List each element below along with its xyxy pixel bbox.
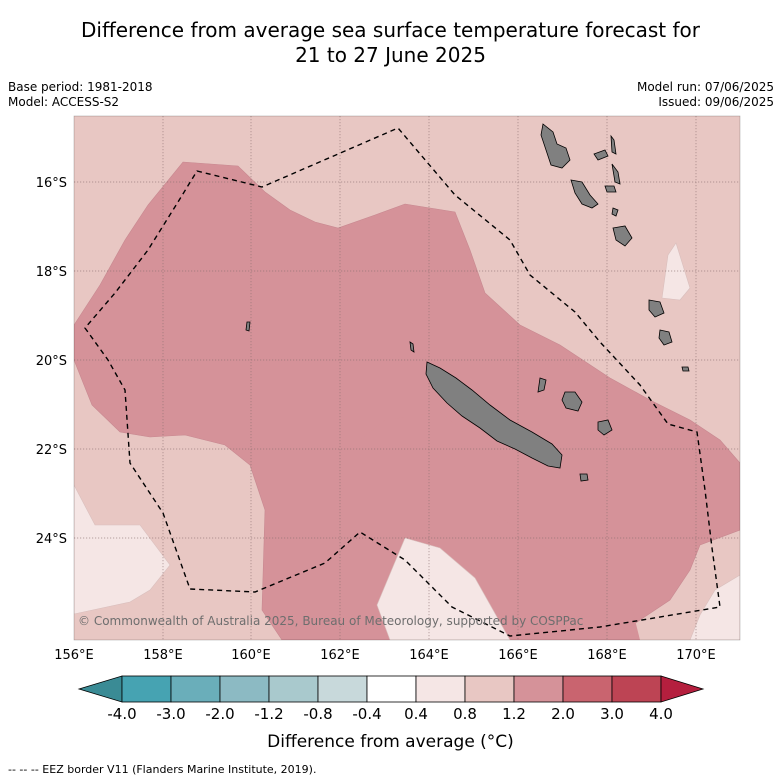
anomaly-region-0-4-0-8-east [661, 242, 691, 301]
colorbar-label: -1.2 [254, 705, 284, 723]
lon-label-156: 156°E [54, 648, 94, 663]
colorbar-title: Difference from average (°C) [267, 732, 514, 752]
meta-left: Base period: 1981-2018 Model: ACCESS-S2 [8, 80, 153, 110]
anomaly-region-1-2-2-0 [74, 161, 740, 640]
colorbar-label: 3.0 [600, 705, 624, 723]
base-period: Base period: 1981-2018 [8, 80, 153, 94]
map-frame [73, 115, 741, 641]
colorbar-label: 0.8 [453, 705, 477, 723]
issued-date: Issued: 09/06/2025 [658, 95, 774, 109]
espiritu-santo-island [540, 123, 571, 169]
ambrym-island [604, 185, 617, 193]
colorbar-label: -3.0 [156, 705, 186, 723]
lon-label-168: 168°E [587, 648, 627, 663]
sst-field [74, 116, 740, 640]
lon-label-162: 162°E [320, 648, 360, 663]
eez-border [84, 127, 721, 637]
colorbar-label: -0.8 [303, 705, 333, 723]
model-run: Model run: 07/06/2025 [636, 80, 774, 94]
lon-label-158: 158°E [143, 648, 183, 663]
maewo-island [610, 134, 617, 155]
gridlines [74, 116, 740, 640]
title-line-2: 21 to 27 June 2025 [295, 43, 486, 67]
colorbar-segment--0-4-0-4 [366, 675, 417, 703]
isle-of-pines-island [579, 473, 589, 482]
new-caledonia-island [425, 361, 563, 469]
lifou-island [561, 391, 583, 412]
pentecost-island [611, 163, 621, 185]
meta-right: Model run: 07/06/2025 Issued: 09/06/2025 [637, 80, 774, 110]
colorbar [77, 675, 705, 703]
tanna-island [658, 329, 673, 346]
colorbar-segment-2-0-3-0 [562, 675, 613, 703]
lon-label-170: 170°E [676, 648, 716, 663]
chesterfield-island [245, 321, 251, 332]
colorbar-segment-above-4-0 [660, 675, 705, 703]
lat-label-24: 24°S [36, 532, 67, 547]
mare-island [597, 419, 613, 436]
title-line-1: Difference from average sea surface temp… [80, 18, 700, 42]
lat-label-22: 22°S [36, 443, 67, 458]
colorbar-segment-0-4-0-8 [415, 675, 466, 703]
epi-island [611, 207, 619, 217]
anomaly-region-0-4-0-8-west [74, 484, 171, 615]
lon-label-164: 164°E [409, 648, 449, 663]
colorbar-label: 4.0 [649, 705, 673, 723]
landmasses [245, 123, 690, 482]
colorbar-segment-below--4-0 [77, 675, 123, 703]
aneityum-island [681, 366, 690, 372]
colorbar-segment--1-2--0-8 [268, 675, 319, 703]
colorbar-segment-3-0-4-0 [611, 675, 662, 703]
model-name: Model: ACCESS-S2 [8, 95, 120, 109]
map-title: Difference from average sea surface temp… [0, 18, 781, 68]
malekula-island [570, 179, 599, 209]
efate-island [612, 225, 633, 247]
colorbar-segment--2-0--1-2 [219, 675, 270, 703]
lat-label-16: 16°S [36, 176, 67, 191]
ambae-island [593, 149, 609, 161]
colorbar-label: 1.2 [502, 705, 526, 723]
colorbar-segment-0-8-1-2 [464, 675, 515, 703]
colorbar-segment--4-0--3-0 [121, 675, 172, 703]
belep-island [409, 341, 415, 353]
copyright-notice: © Commonwealth of Australia 2025, Bureau… [78, 614, 584, 628]
colorbar-label: -4.0 [107, 705, 137, 723]
colorbar-segment-1-2-2-0 [513, 675, 564, 703]
colorbar-label: -2.0 [205, 705, 235, 723]
eez-footnote: -- -- -- EEZ border V11 (Flanders Marine… [8, 763, 317, 776]
lat-label-18: 18°S [36, 265, 67, 280]
colorbar-segment--3-0--2-0 [170, 675, 221, 703]
lon-label-166: 166°E [498, 648, 538, 663]
lat-axis: 16°S 18°S 20°S 22°S 24°S [36, 176, 67, 547]
lon-axis: 156°E 158°E 160°E 162°E 164°E 166°E 168°… [54, 648, 716, 663]
colorbar-label: 2.0 [551, 705, 575, 723]
colorbar-segment--0-8--0-4 [317, 675, 368, 703]
ouvea-island [537, 377, 547, 393]
lon-label-160: 160°E [231, 648, 271, 663]
colorbar-label: -0.4 [352, 705, 382, 723]
erromango-island [648, 299, 665, 318]
lat-label-20: 20°S [36, 354, 67, 369]
colorbar-label: 0.4 [404, 705, 428, 723]
